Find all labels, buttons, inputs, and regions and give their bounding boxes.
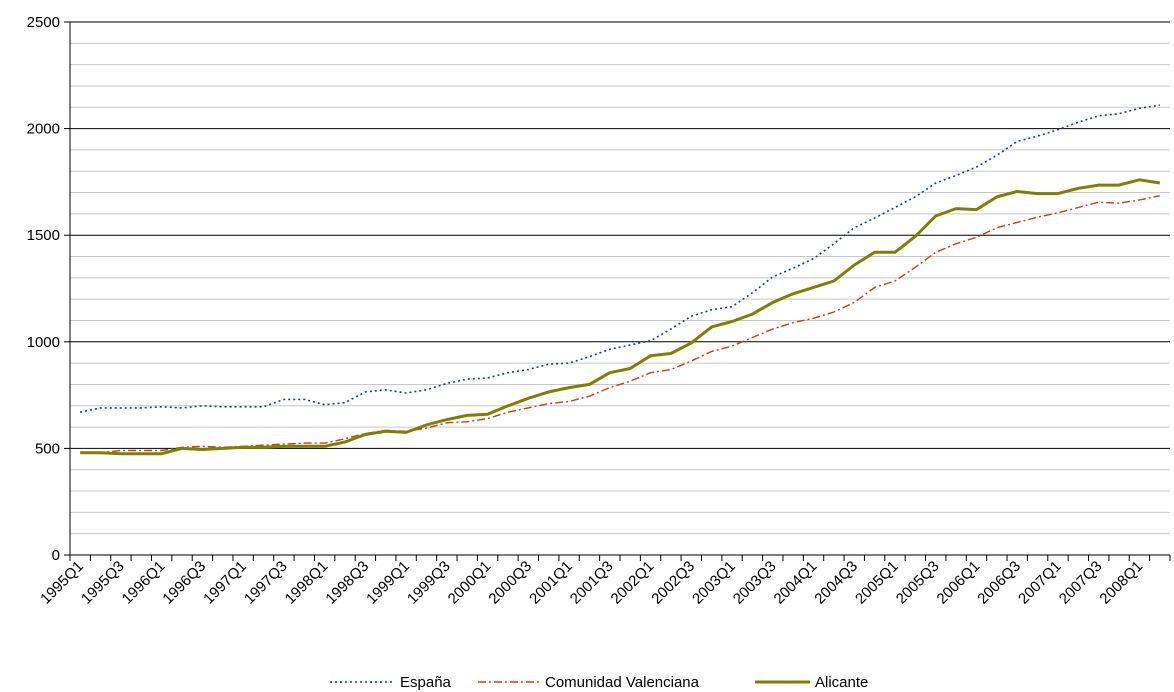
x-tick-label: 2003Q1 xyxy=(689,558,739,608)
x-tick-label: 2007Q1 xyxy=(1015,558,1065,608)
legend-label: España xyxy=(400,674,452,691)
x-tick-label: 2001Q3 xyxy=(567,558,617,608)
y-tick-label: 0 xyxy=(52,547,60,564)
x-tick-label: 2005Q1 xyxy=(852,558,902,608)
y-tick-label: 500 xyxy=(35,440,60,457)
minor-gridlines xyxy=(70,42,1170,535)
series-line-comunidad-valenciana xyxy=(80,195,1160,454)
series-line-alicante xyxy=(80,178,1161,456)
x-tick-label: 1997Q1 xyxy=(200,558,250,608)
x-tick-label: 1996Q3 xyxy=(159,558,209,608)
x-axis-ticks: 1995Q11995Q31996Q11996Q31997Q11997Q31998… xyxy=(37,555,1171,608)
x-tick-label: 2000Q1 xyxy=(445,558,495,608)
y-tick-label: 2000 xyxy=(27,121,60,138)
series-lines xyxy=(80,104,1161,456)
series-line-españa xyxy=(80,104,1160,413)
x-tick-label: 2002Q1 xyxy=(608,558,658,608)
x-tick-label: 1997Q3 xyxy=(241,558,291,608)
legend-label: Comunidad Valenciana xyxy=(545,674,700,691)
axes xyxy=(69,22,1170,556)
legend-label: Alicante xyxy=(815,674,868,691)
x-tick-label: 2006Q1 xyxy=(934,558,984,608)
x-tick-label: 2006Q3 xyxy=(974,558,1024,608)
x-tick-label: 1998Q3 xyxy=(322,558,372,608)
y-tick-label: 2500 xyxy=(27,14,60,31)
x-tick-label: 1999Q3 xyxy=(404,558,454,608)
x-tick-label: 2004Q3 xyxy=(811,558,861,608)
x-tick-label: 2002Q3 xyxy=(648,558,698,608)
x-tick-label: 1995Q1 xyxy=(37,558,87,608)
x-tick-label: 2003Q3 xyxy=(730,558,780,608)
y-axis-ticks: 0 500 1000 1500 2000 2500 xyxy=(27,14,70,564)
x-tick-label: 2005Q3 xyxy=(893,558,943,608)
x-tick-label: 2008Q1 xyxy=(1096,558,1146,608)
x-tick-label: 2007Q3 xyxy=(1056,558,1106,608)
x-tick-label: 2000Q3 xyxy=(485,558,535,608)
y-tick-label: 1500 xyxy=(27,227,60,244)
x-tick-label: 1995Q3 xyxy=(78,558,128,608)
x-tick-label: 2004Q1 xyxy=(771,558,821,608)
x-tick-label: 1996Q1 xyxy=(119,558,169,608)
legend: España Comunidad Valenciana Alicante xyxy=(330,674,868,691)
y-tick-label: 1000 xyxy=(27,334,60,351)
x-tick-label: 1998Q1 xyxy=(282,558,332,608)
x-tick-label: 1999Q1 xyxy=(363,558,413,608)
x-tick-label: 2001Q1 xyxy=(526,558,576,608)
